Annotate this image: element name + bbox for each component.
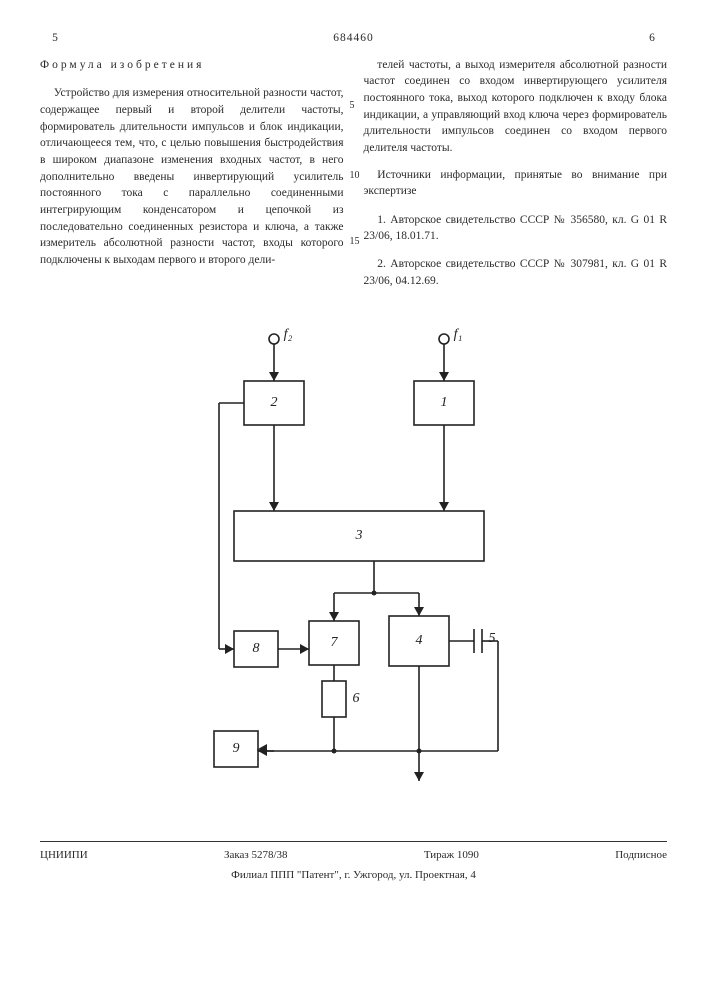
svg-text:6: 6 — [352, 691, 359, 706]
left-column: Формула изобретения Устройство для измер… — [40, 57, 344, 302]
page-number-right: 6 — [637, 30, 667, 47]
footer-tirazh: Тираж 1090 — [424, 848, 479, 864]
svg-text:f₁: f₁ — [453, 327, 462, 342]
claim-body: Устройство для измерения относительной р… — [40, 85, 344, 268]
source-1: 1. Авторское свидетельство СССР № 356580… — [364, 212, 668, 245]
footer-order: Заказ 5278/38 — [224, 848, 288, 864]
svg-text:8: 8 — [252, 641, 259, 656]
right-column: 5 10 15 телей частоты, а выход измерител… — [364, 57, 668, 302]
footer-org: ЦНИИПИ — [40, 848, 88, 864]
page-footer: ЦНИИПИ Заказ 5278/38 Тираж 1090 Подписно… — [40, 841, 667, 884]
svg-text:3: 3 — [354, 528, 362, 543]
source-2: 2. Авторское свидетельство СССР № 307981… — [364, 256, 668, 289]
footer-sign: Подписное — [615, 848, 667, 864]
page-number-left: 5 — [40, 30, 70, 47]
svg-text:7: 7 — [330, 635, 338, 650]
footer-branch: Филиал ППП "Патент", г. Ужгород, ул. Про… — [40, 868, 667, 884]
diagram-svg: f₂ f₁ 2 1 3 8 7 4 5 6 9 — [174, 321, 534, 811]
svg-text:4: 4 — [415, 633, 422, 648]
svg-text:5: 5 — [488, 631, 495, 646]
sources-title: Источники информации, принятые во вниман… — [364, 167, 668, 200]
svg-text:f₂: f₂ — [283, 327, 292, 342]
svg-text:9: 9 — [232, 741, 239, 756]
line-number: 10 — [350, 169, 360, 184]
line-number: 15 — [350, 235, 360, 250]
line-number: 5 — [350, 99, 355, 114]
page-header: 5 684460 6 — [40, 30, 667, 47]
patent-number: 684460 — [70, 30, 637, 47]
claim-continuation: телей частоты, а выход измерителя абсолю… — [364, 57, 668, 157]
svg-text:2: 2 — [270, 395, 277, 410]
formula-title: Формула изобретения — [40, 57, 344, 74]
svg-text:1: 1 — [440, 395, 447, 410]
block-diagram: f₂ f₁ 2 1 3 8 7 4 5 6 9 — [40, 321, 667, 811]
text-columns: Формула изобретения Устройство для измер… — [40, 57, 667, 302]
